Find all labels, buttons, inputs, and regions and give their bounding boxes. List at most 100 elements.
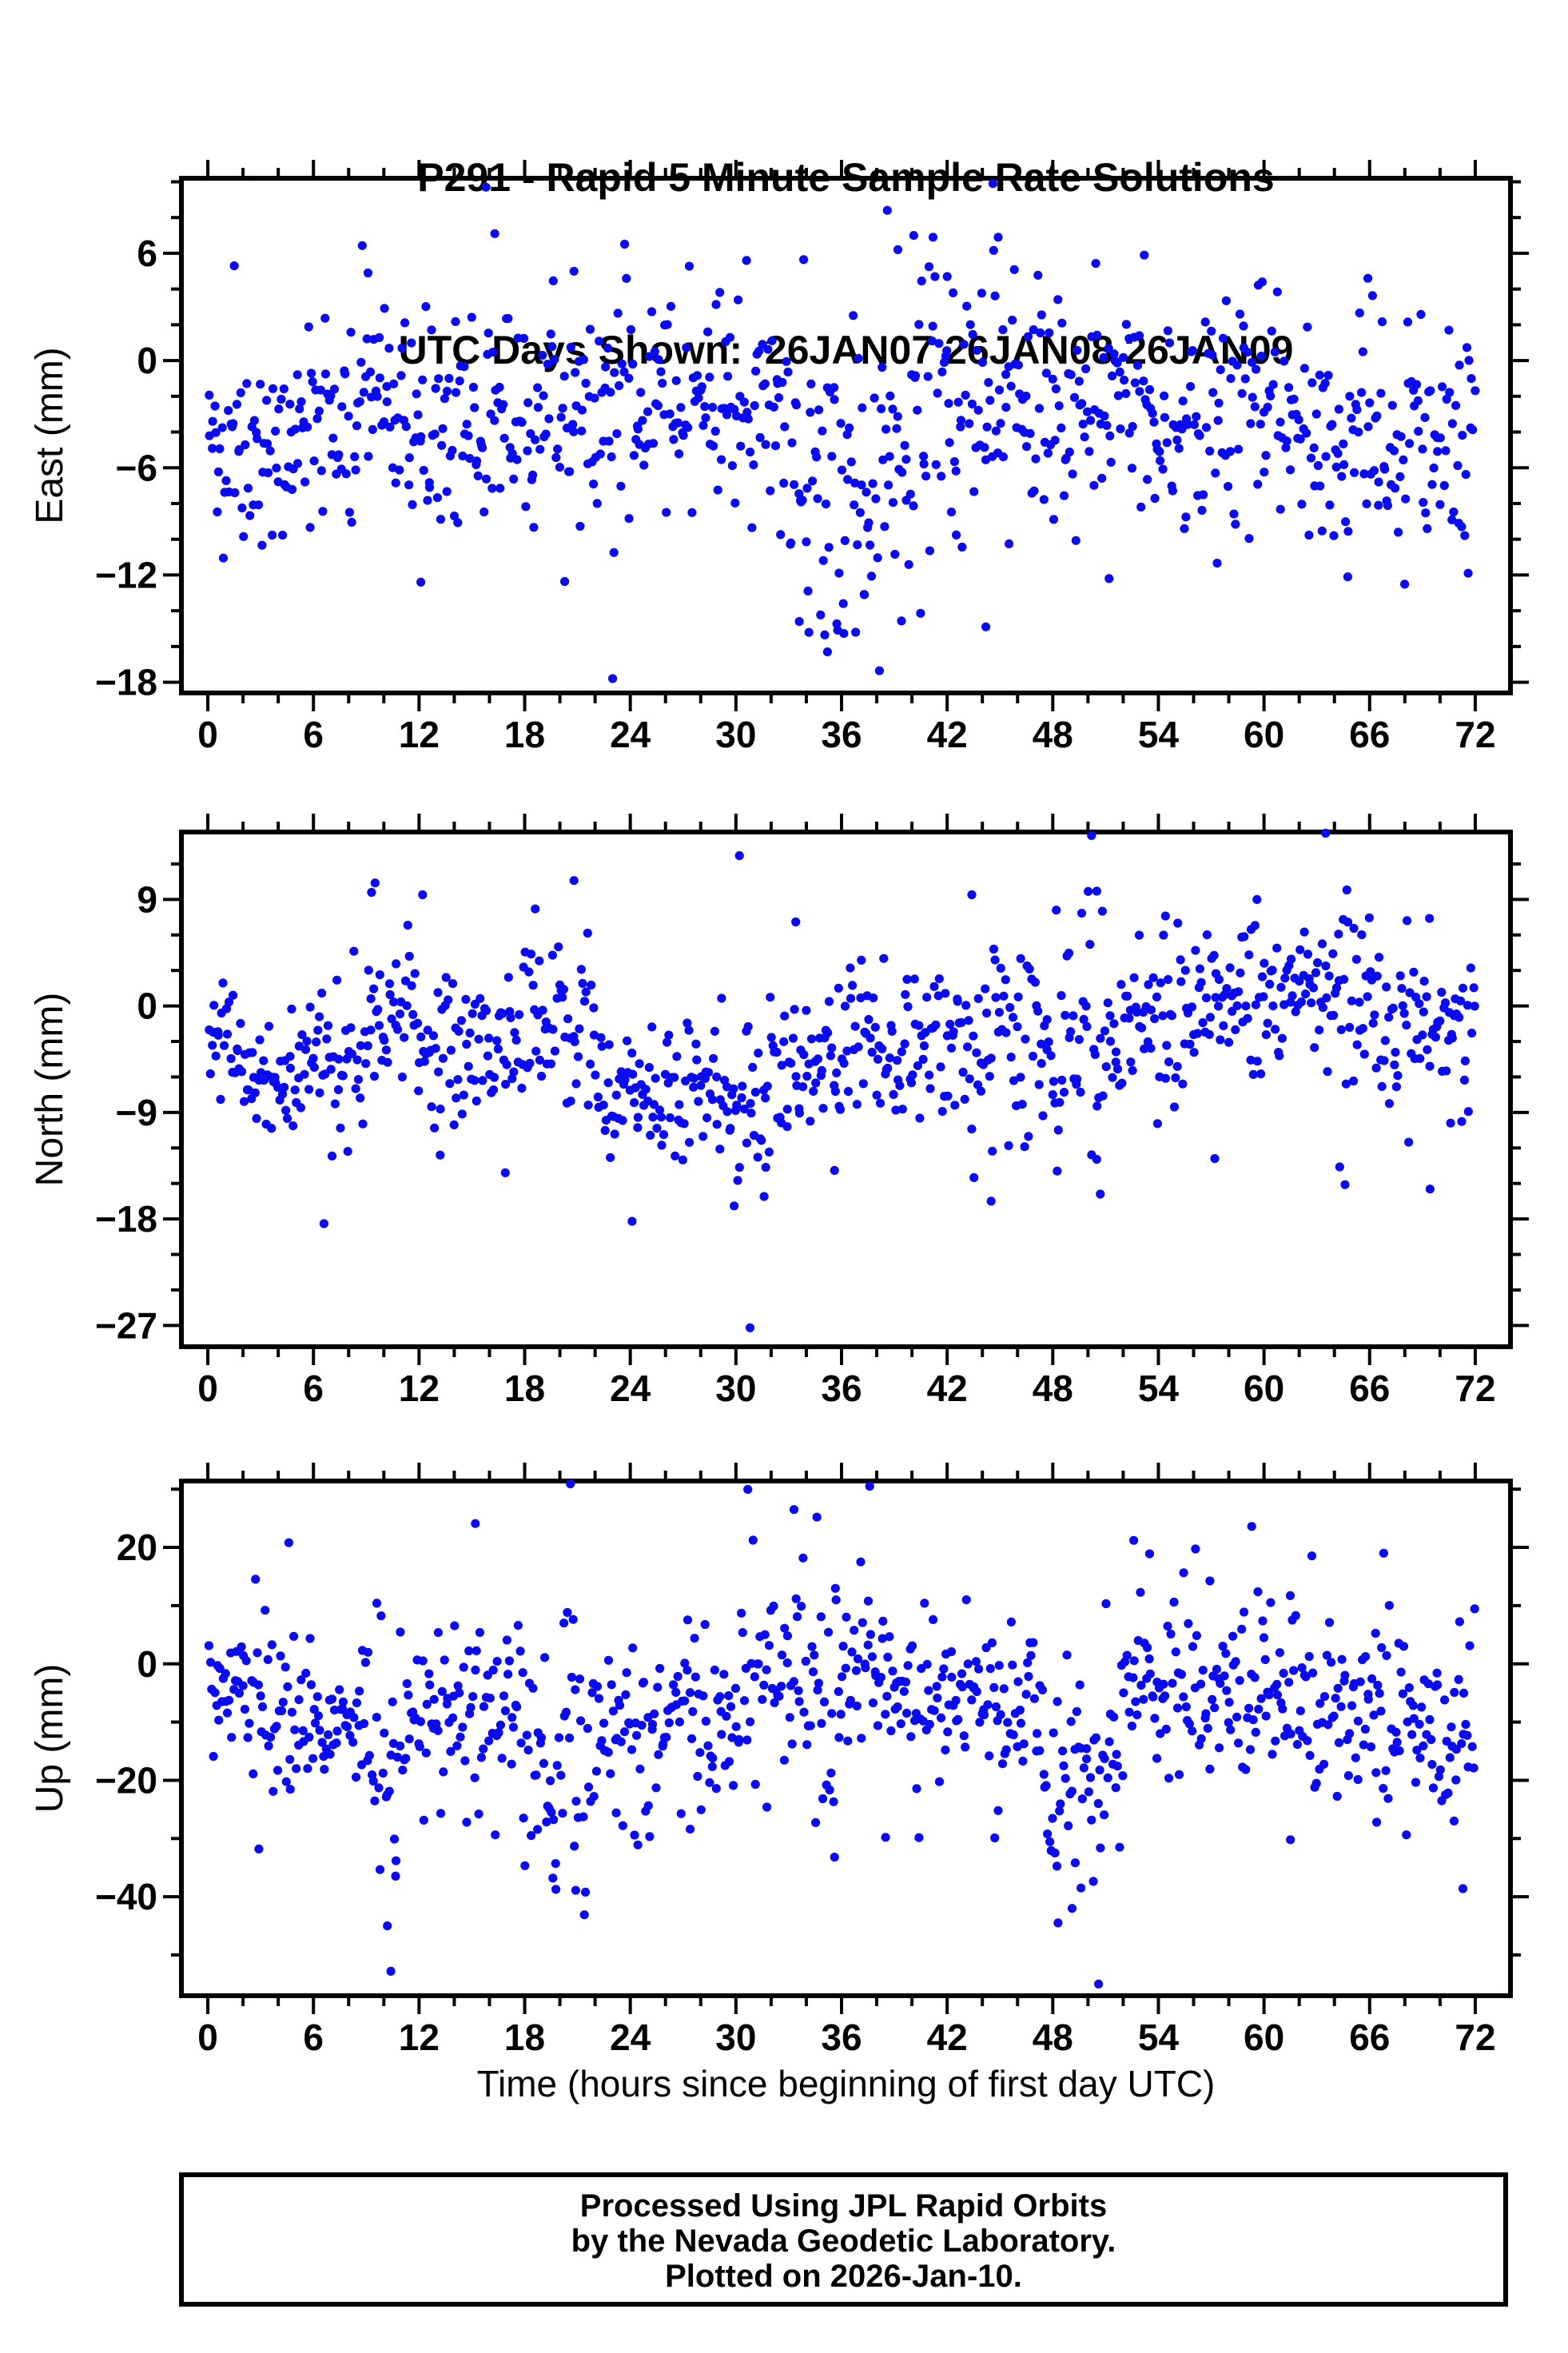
- data-point: [1367, 1674, 1377, 1683]
- data-point: [750, 400, 759, 411]
- data-point: [889, 1089, 898, 1099]
- data-point: [552, 1761, 562, 1770]
- data-point: [366, 994, 376, 1004]
- data-point: [1315, 481, 1325, 491]
- data-point: [404, 1734, 414, 1744]
- x-tick-label: 24: [610, 1368, 651, 1409]
- data-point: [519, 333, 529, 343]
- data-point: [743, 1021, 753, 1032]
- data-point: [278, 531, 288, 540]
- data-point: [1200, 317, 1210, 327]
- data-point: [1257, 277, 1267, 287]
- data-point: [375, 970, 384, 980]
- data-point: [503, 313, 513, 324]
- data-point: [671, 1687, 681, 1697]
- data-point: [279, 384, 289, 394]
- data-point: [1164, 1057, 1174, 1067]
- data-point: [1419, 1741, 1428, 1750]
- data-point: [1438, 382, 1447, 392]
- data-point: [679, 431, 688, 440]
- data-point: [789, 1677, 799, 1686]
- data-point: [285, 400, 295, 409]
- data-point: [633, 424, 643, 434]
- data-point: [416, 1717, 426, 1726]
- data-point: [1158, 1011, 1168, 1021]
- data-point: [380, 304, 389, 313]
- data-point: [1104, 1737, 1114, 1746]
- data-point: [1224, 1718, 1233, 1727]
- data-point: [415, 1742, 424, 1751]
- data-point: [1464, 356, 1474, 365]
- data-point: [395, 1009, 405, 1019]
- data-point: [1363, 422, 1373, 432]
- x-tick-label: 42: [927, 714, 968, 755]
- data-point: [1105, 1011, 1115, 1021]
- data-point: [327, 1151, 337, 1161]
- data-point: [830, 395, 839, 404]
- x-tick-label: 36: [821, 714, 862, 755]
- data-point: [846, 1695, 855, 1706]
- data-point: [968, 329, 977, 340]
- data-point: [789, 1505, 799, 1515]
- data-point: [648, 439, 659, 448]
- data-point: [1085, 1773, 1096, 1782]
- data-point: [635, 1764, 645, 1774]
- data-point: [364, 965, 373, 975]
- data-point: [606, 1153, 615, 1162]
- x-tick-label: 72: [1455, 1368, 1495, 1409]
- data-point: [1399, 1642, 1409, 1651]
- data-point: [314, 406, 324, 416]
- data-point: [571, 1685, 580, 1694]
- data-point: [332, 1726, 342, 1736]
- data-point: [1240, 374, 1250, 384]
- data-point: [724, 1757, 734, 1766]
- data-point: [797, 1602, 806, 1611]
- data-point: [1423, 1679, 1433, 1689]
- data-point: [1263, 402, 1272, 412]
- data-point: [908, 1070, 917, 1080]
- data-point: [1453, 460, 1463, 471]
- data-point: [287, 1004, 296, 1014]
- data-point: [558, 404, 567, 413]
- data-point: [1352, 1040, 1362, 1049]
- data-point: [1374, 477, 1383, 487]
- y-tick-label: −20: [95, 1759, 157, 1801]
- data-point: [956, 422, 965, 432]
- data-point: [1163, 1622, 1172, 1631]
- data-point: [325, 1750, 335, 1759]
- data-point: [858, 1618, 867, 1627]
- data-point: [556, 412, 566, 422]
- data-point: [1248, 1715, 1258, 1725]
- x-tick-label: 18: [504, 2017, 545, 2058]
- data-point: [393, 1025, 403, 1034]
- data-point: [320, 369, 330, 379]
- data-point: [725, 332, 735, 342]
- data-point: [1103, 1773, 1112, 1782]
- data-point: [1454, 1674, 1463, 1684]
- data-point: [1220, 1671, 1229, 1681]
- data-point: [1159, 930, 1168, 940]
- data-point: [1023, 332, 1033, 341]
- data-point: [1368, 1018, 1378, 1028]
- data-point: [1066, 370, 1076, 380]
- data-point: [581, 987, 591, 997]
- data-point: [547, 1807, 556, 1818]
- data-point: [967, 1125, 977, 1134]
- data-point: [1387, 400, 1397, 410]
- data-point: [1289, 394, 1299, 404]
- data-point: [526, 950, 536, 959]
- data-point: [1321, 961, 1331, 971]
- data-point: [433, 1726, 443, 1735]
- data-point: [672, 1052, 682, 1061]
- data-point: [1427, 1734, 1436, 1745]
- data-point: [901, 989, 910, 999]
- data-point: [1179, 1692, 1188, 1702]
- data-point: [1331, 1694, 1340, 1703]
- data-point: [533, 403, 543, 412]
- data-point: [1321, 452, 1331, 461]
- data-point: [1252, 1057, 1262, 1066]
- data-point: [558, 993, 567, 1002]
- data-point: [1226, 1725, 1236, 1734]
- data-point: [304, 322, 313, 332]
- data-point: [236, 1018, 245, 1029]
